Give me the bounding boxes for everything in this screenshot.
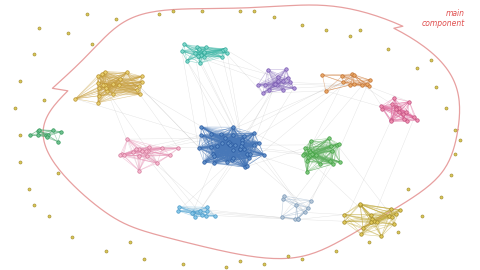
Text: main
component: main component	[422, 9, 465, 28]
